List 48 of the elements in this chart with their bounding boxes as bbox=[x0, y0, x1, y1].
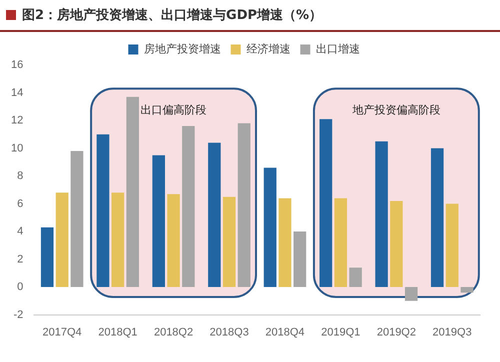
bar bbox=[208, 142, 221, 288]
bar bbox=[222, 196, 236, 288]
chart-title: 图2：房地产投资增速、出口增速与GDP增速（%） bbox=[22, 6, 322, 24]
band-label: 地产投资偏高阶段 bbox=[351, 103, 440, 116]
bar bbox=[182, 126, 195, 288]
bar bbox=[152, 155, 165, 288]
bar bbox=[264, 168, 276, 288]
bar bbox=[96, 134, 110, 288]
x-tick-label: 2019Q3 bbox=[432, 326, 472, 338]
y-tick-label: 2 bbox=[17, 253, 24, 266]
y-tick-label: 8 bbox=[17, 170, 24, 182]
x-tick-label: 2018Q3 bbox=[210, 326, 249, 338]
bar bbox=[349, 268, 362, 288]
bar bbox=[56, 192, 68, 288]
bar bbox=[375, 141, 388, 288]
bar bbox=[40, 227, 54, 288]
band-label: 出口偏高阶段 bbox=[140, 103, 207, 116]
legend-label: 经济增速 bbox=[246, 42, 290, 56]
bar bbox=[70, 151, 84, 288]
bar bbox=[334, 198, 348, 288]
bar bbox=[404, 287, 418, 301]
y-tick-label: 4 bbox=[17, 226, 24, 238]
bar bbox=[238, 123, 250, 288]
legend-label: 出口增速 bbox=[316, 42, 360, 56]
bar bbox=[278, 198, 292, 288]
x-tick-label: 2019Q1 bbox=[321, 326, 360, 338]
bar bbox=[320, 119, 332, 288]
y-tick-label: -2 bbox=[13, 308, 24, 321]
x-tick-label: 2019Q2 bbox=[376, 326, 416, 338]
bar bbox=[167, 194, 180, 288]
y-tick-label: 12 bbox=[10, 114, 24, 127]
bar bbox=[112, 192, 124, 288]
y-tick-label: 6 bbox=[17, 198, 24, 210]
x-tick-label: 2017Q4 bbox=[42, 326, 82, 338]
y-tick-label: 16 bbox=[10, 59, 24, 72]
bar bbox=[460, 287, 474, 293]
x-tick-label: 2018Q1 bbox=[98, 326, 138, 338]
y-tick-label: 0 bbox=[17, 281, 24, 294]
y-tick-label: 14 bbox=[10, 86, 24, 99]
y-tick-label: 10 bbox=[10, 142, 24, 154]
x-tick-label: 2018Q2 bbox=[154, 326, 194, 338]
bar bbox=[126, 96, 139, 288]
bar bbox=[390, 201, 403, 288]
bar bbox=[294, 232, 306, 288]
x-tick-label: 2018Q4 bbox=[265, 326, 305, 338]
bar bbox=[430, 148, 444, 288]
bar bbox=[446, 204, 458, 288]
legend-label: 房地产投资增速 bbox=[144, 42, 221, 56]
